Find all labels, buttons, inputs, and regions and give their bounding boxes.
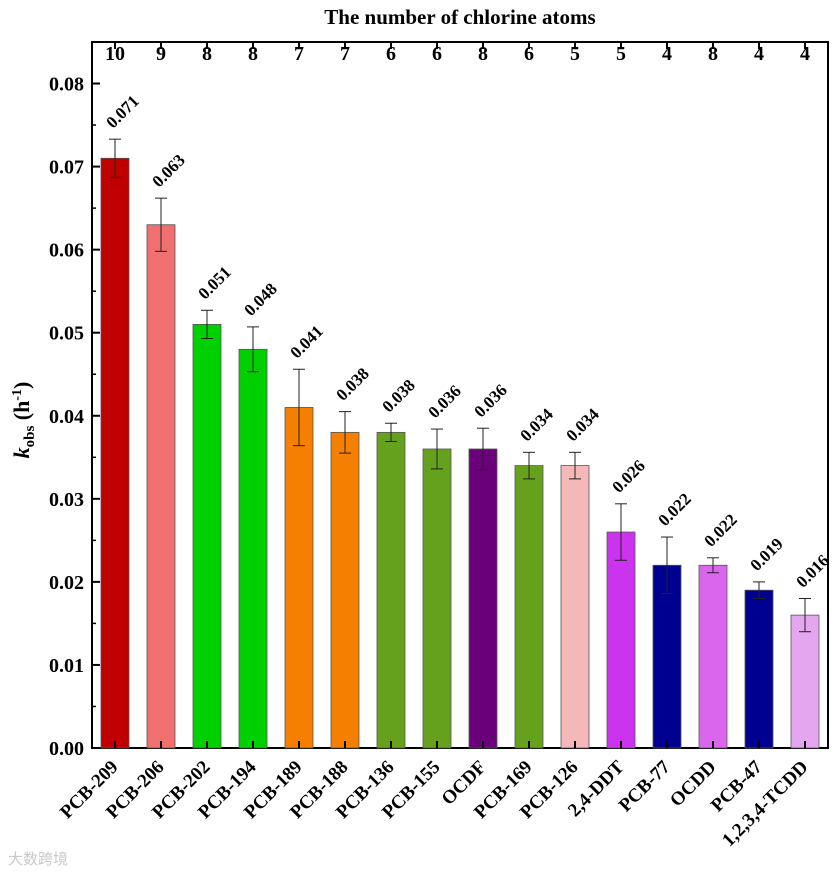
data-label: 0.048	[240, 279, 280, 319]
y-axis-title: kobs (h-1)	[9, 382, 38, 459]
bar	[468, 448, 498, 749]
data-label: 0.019	[746, 534, 786, 574]
data-label: 0.038	[332, 364, 372, 404]
chlorine-count-label: 6	[386, 43, 396, 65]
bar	[422, 448, 452, 749]
bar	[330, 431, 360, 749]
y-tick-label: 0.03	[49, 489, 84, 511]
data-label: 0.071	[102, 92, 142, 132]
data-label: 0.041	[286, 322, 326, 362]
top-axis-title: The number of chlorine atoms	[324, 5, 595, 29]
data-label: 0.051	[194, 263, 234, 303]
bar	[744, 589, 774, 749]
data-label: 0.036	[470, 381, 510, 421]
bar	[100, 157, 130, 749]
bar	[790, 614, 820, 749]
svg-text:kobs (h-1): kobs (h-1)	[9, 382, 38, 459]
chlorine-count-label: 4	[800, 43, 810, 65]
chlorine-count-label: 7	[294, 43, 304, 65]
y-tick-label: 0.06	[49, 240, 84, 262]
x-tick-label: PCB-77	[615, 756, 675, 816]
data-label: 0.016	[792, 551, 832, 591]
chlorine-count-label: 8	[248, 43, 258, 65]
data-label: 0.038	[378, 376, 418, 416]
bar	[606, 531, 636, 749]
chlorine-count-label: 10	[105, 43, 125, 65]
data-label: 0.022	[700, 510, 740, 550]
chlorine-count-label: 9	[156, 43, 166, 65]
data-label: 0.036	[424, 381, 464, 421]
chlorine-count-label: 6	[432, 43, 442, 65]
y-tick-label: 0.08	[49, 74, 84, 96]
bar	[192, 323, 222, 749]
watermark: 大数跨境	[8, 850, 69, 868]
chlorine-count-label: 5	[570, 43, 580, 65]
bar	[376, 431, 406, 749]
bar	[560, 465, 590, 749]
y-tick-label: 0.07	[49, 157, 84, 179]
bar	[652, 564, 682, 749]
chlorine-count-label: 4	[662, 43, 672, 65]
data-label: 0.022	[654, 489, 694, 529]
y-tick-label: 0.04	[49, 406, 84, 428]
plot-frame	[91, 41, 829, 749]
data-label: 0.034	[562, 404, 603, 445]
y-tick-label: 0.00	[49, 738, 84, 760]
chlorine-count-label: 6	[524, 43, 534, 65]
chlorine-count-label: 8	[202, 43, 212, 65]
y-axis-title-k: k	[9, 447, 34, 458]
bar	[238, 348, 268, 749]
chlorine-count-label: 4	[754, 43, 764, 65]
y-axis-title-superscript: -1	[10, 389, 25, 401]
y-tick-label: 0.05	[49, 323, 84, 345]
y-tick-label: 0.02	[49, 572, 84, 594]
y-axis-title-unit-close: )	[9, 382, 34, 389]
y-tick-label: 0.01	[49, 655, 84, 677]
chlorine-count-label: 8	[478, 43, 488, 65]
data-label: 0.063	[148, 150, 188, 190]
bar	[284, 407, 314, 749]
data-label: 0.026	[608, 456, 648, 496]
data-label: 0.034	[516, 404, 557, 445]
bar	[698, 564, 728, 749]
y-axis-title-unit-open: (h	[9, 401, 34, 426]
chlorine-count-label: 5	[616, 43, 626, 65]
chlorine-count-label: 7	[340, 43, 350, 65]
chlorine-count-label: 8	[708, 43, 718, 65]
y-axis-title-subscript: obs	[22, 426, 38, 448]
bar	[514, 465, 544, 749]
bar	[146, 224, 176, 749]
